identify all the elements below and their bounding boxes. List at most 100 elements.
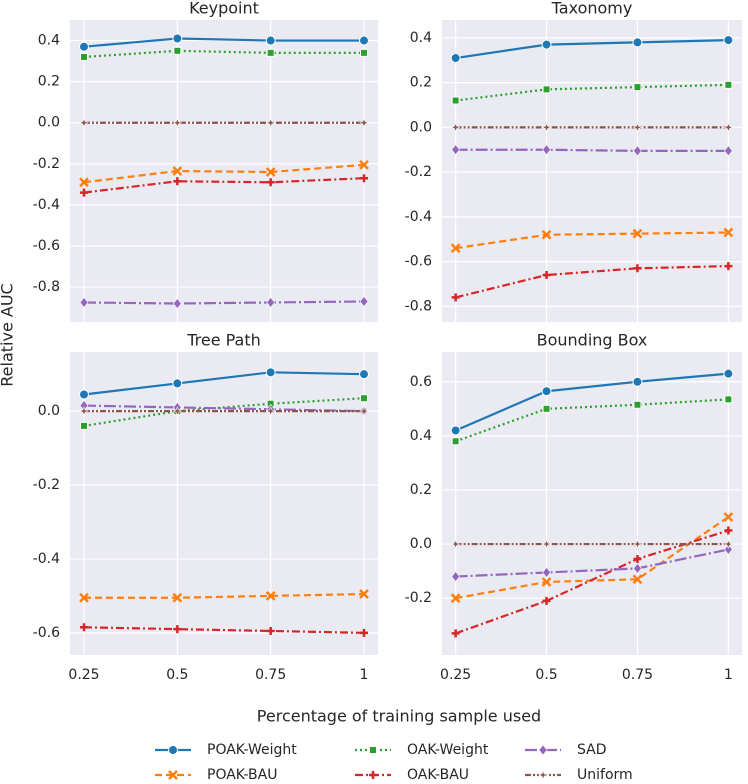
y-tick-label: -0.8	[405, 298, 432, 314]
series-line	[83, 626, 365, 634]
marker	[538, 770, 548, 780]
marker	[359, 406, 369, 416]
marker	[541, 577, 552, 587]
y-tick-label: 0.6	[410, 374, 432, 390]
x-tick-label: 0.75	[255, 667, 286, 683]
series-line	[455, 231, 729, 250]
plot-background	[70, 352, 378, 655]
marker	[79, 297, 89, 308]
y-tick-label: -0.2	[405, 590, 432, 606]
y-tick-label: -0.4	[405, 209, 432, 225]
marker	[173, 177, 182, 186]
marker	[450, 593, 461, 604]
marker	[79, 41, 89, 52]
y-tick-label: -0.2	[405, 164, 432, 180]
marker	[542, 404, 551, 413]
marker	[359, 35, 369, 46]
marker	[360, 174, 368, 183]
marker	[451, 629, 460, 638]
marker	[168, 770, 178, 780]
marker	[172, 33, 183, 44]
marker	[542, 85, 551, 94]
marker	[172, 298, 182, 309]
marker	[359, 159, 369, 170]
marker	[265, 590, 276, 601]
marker	[168, 745, 178, 755]
y-tick-label: -0.6	[33, 625, 60, 641]
marker	[451, 571, 461, 583]
subplot-title: Keypoint	[189, 0, 259, 18]
marker	[723, 544, 733, 555]
marker	[633, 145, 642, 157]
marker	[359, 117, 369, 128]
marker	[450, 425, 461, 436]
marker	[541, 229, 552, 240]
y-tick-label: 0.4	[410, 428, 432, 444]
series-line	[455, 264, 729, 299]
marker	[541, 386, 552, 397]
x-tick-label: 0.75	[622, 667, 653, 683]
marker	[632, 574, 643, 585]
marker	[173, 625, 182, 634]
marker	[723, 539, 734, 549]
marker	[633, 562, 642, 574]
marker	[172, 166, 183, 176]
marker	[369, 746, 377, 754]
marker	[265, 167, 276, 177]
marker	[542, 144, 551, 156]
x-tick-label: 0.25	[440, 667, 471, 683]
y-tick-label: -0.4	[33, 551, 60, 567]
series-line	[83, 163, 365, 184]
marker	[632, 122, 643, 133]
marker	[79, 406, 89, 416]
marker	[542, 567, 551, 578]
marker	[450, 243, 461, 254]
series-line	[84, 592, 365, 599]
marker	[265, 117, 276, 128]
marker	[633, 83, 642, 92]
series-line	[455, 39, 729, 60]
legend-label: POAK-BAU	[207, 767, 278, 783]
subplot-title: Bounding Box	[537, 331, 648, 350]
series-line	[455, 83, 729, 102]
legend-label: OAK-Weight	[407, 742, 489, 758]
series-line	[83, 37, 364, 48]
y-tick-label: 0.0	[410, 536, 432, 552]
marker	[266, 48, 275, 57]
marker	[266, 178, 275, 187]
marker	[266, 626, 275, 635]
y-tick-label: -0.6	[405, 254, 432, 270]
series-line	[83, 49, 364, 59]
plot-background	[70, 20, 378, 322]
marker	[80, 52, 88, 61]
marker	[633, 400, 642, 409]
y-tick-label: -0.6	[33, 238, 60, 254]
x-tick-label: 0.5	[535, 667, 557, 683]
subplot-title: Tree Path	[186, 331, 261, 350]
series-line	[455, 148, 729, 152]
marker	[369, 771, 377, 779]
marker	[541, 122, 552, 133]
marker	[542, 271, 551, 280]
marker	[724, 395, 733, 404]
legend-label: Uniform	[577, 767, 633, 783]
y-tick-label: 0.2	[410, 75, 432, 91]
marker	[79, 592, 89, 603]
series-line	[83, 404, 365, 413]
y-tick-label: 0.4	[38, 33, 60, 49]
y-tick-label: 0.2	[38, 74, 60, 90]
marker	[360, 628, 368, 637]
marker	[542, 596, 551, 605]
x-tick-label: 1	[724, 667, 733, 683]
x-axis-label: Percentage of training sample used	[257, 707, 541, 726]
marker	[172, 117, 183, 128]
marker	[265, 367, 276, 378]
marker	[723, 512, 734, 522]
y-tick-label: -0.2	[33, 156, 60, 172]
y-tick-label: -0.4	[33, 197, 60, 213]
plot-background	[442, 20, 742, 322]
marker	[633, 554, 642, 563]
series-line	[83, 300, 365, 305]
marker	[79, 177, 89, 188]
